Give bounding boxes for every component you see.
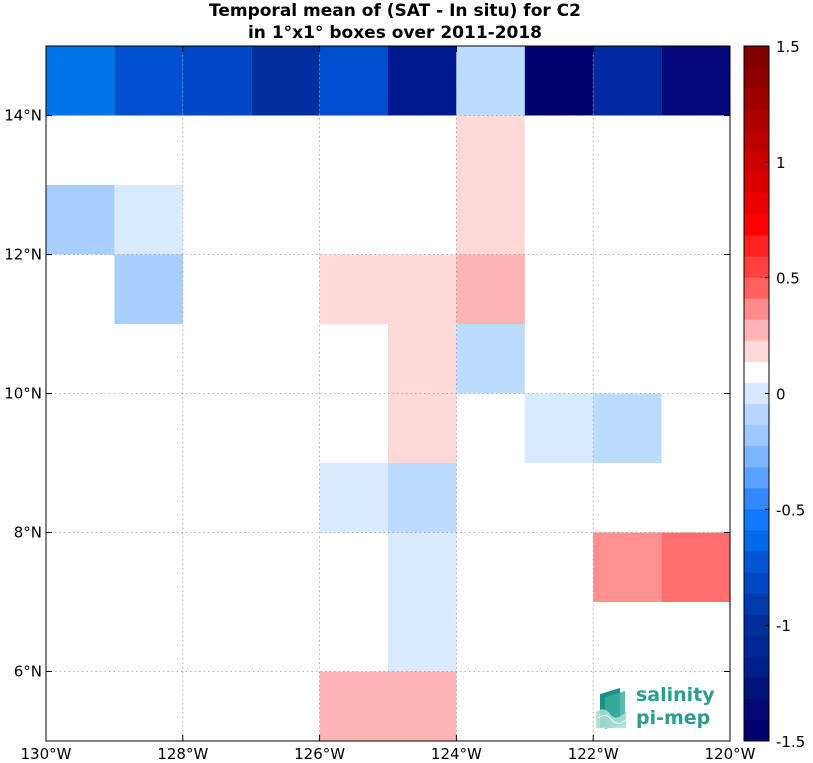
heatmap-cell <box>319 254 388 324</box>
x-tick-label: 124°W <box>431 745 482 763</box>
colorbar-segment <box>744 530 769 552</box>
y-tick-label: 10°N <box>4 385 42 403</box>
colorbar-tick-label: 0 <box>776 386 786 404</box>
colorbar-tick-label: 1 <box>776 154 786 172</box>
heatmap-cell <box>388 602 457 672</box>
x-tick-label: 126°W <box>294 745 345 763</box>
heatmap-cell <box>456 254 525 324</box>
colorbar-segment <box>744 130 769 152</box>
heatmap-cell <box>182 46 252 116</box>
salinity-pi-mep-logo: salinity pi-mep <box>596 684 715 729</box>
heatmap-cell <box>456 185 525 255</box>
heatmap-cell <box>251 46 320 116</box>
colorbar-segment <box>744 319 769 342</box>
y-tick-label: 12°N <box>4 246 42 264</box>
heatmap-cell <box>388 393 457 463</box>
heatmap-cell <box>456 46 525 116</box>
colorbar-segment <box>744 298 769 321</box>
colorbar-segment <box>744 488 769 510</box>
x-tick-label: 120°W <box>705 745 756 763</box>
logo-text-pimep: pi-mep <box>636 707 710 729</box>
heatmap-cell <box>46 46 115 116</box>
heatmap-cell <box>661 532 730 602</box>
heatmap-cell <box>319 671 388 741</box>
colorbar-tick-label: -1 <box>776 617 791 635</box>
heatmap-cell <box>114 254 183 324</box>
heatmap-cell <box>593 393 662 463</box>
colorbar-tick-label: -1.5 <box>776 733 805 751</box>
chart-title: Temporal mean of (SAT - In situ) for C2 … <box>0 0 790 44</box>
colorbar-segment <box>744 572 769 595</box>
colorbar-segment <box>744 698 769 721</box>
heatmap-cell <box>524 393 594 463</box>
colorbar-segment <box>744 109 769 131</box>
heatmap-cell <box>661 46 730 116</box>
heatmap-cells <box>46 46 730 741</box>
colorbar-segment <box>744 509 769 531</box>
colorbar-segment <box>744 361 769 384</box>
heatmap-cell <box>524 46 594 116</box>
colorbar-segment <box>744 277 769 300</box>
heatmap-cell <box>46 185 115 255</box>
y-axis: 6°N 8°N 10°N 12°N 14°N <box>4 107 730 681</box>
colorbar-segment <box>744 551 769 574</box>
colorbar-tick-label: 1.5 <box>776 38 800 56</box>
colorbar-tick-label: 0.5 <box>776 270 800 288</box>
heatmap-cell <box>593 46 662 116</box>
heatmap-cell <box>388 254 457 324</box>
chart-title-line1: Temporal mean of (SAT - In situ) for C2 <box>209 1 581 21</box>
heatmap-cell <box>319 46 388 116</box>
y-tick-label: 6°N <box>14 663 42 681</box>
colorbar-segment <box>744 172 769 194</box>
colorbar-segment <box>744 67 769 89</box>
x-axis: 130°W 128°W 126°W 124°W 122°W 120°W <box>21 46 756 763</box>
x-tick-label: 122°W <box>568 745 619 763</box>
colorbar-segment <box>744 635 769 658</box>
heatmap-cell <box>593 532 662 602</box>
colorbar <box>743 45 770 742</box>
y-tick-label: 14°N <box>4 107 42 125</box>
heatmap-cell <box>388 46 457 116</box>
x-tick-label: 130°W <box>21 745 72 763</box>
heatmap-cell <box>114 46 183 116</box>
colorbar-segment <box>744 382 769 405</box>
heatmap-cell <box>114 185 183 255</box>
colorbar-segment <box>744 404 769 426</box>
logo-text-salinity: salinity <box>636 684 715 706</box>
heatmap-cell <box>456 115 525 185</box>
colorbar-segment <box>744 677 769 700</box>
colorbar-ticks: 1.5 1 0.5 0 -0.5 -1 -1.5 <box>765 38 805 751</box>
logo-icon <box>596 688 629 729</box>
colorbar-tick-label: -0.5 <box>776 501 805 519</box>
colorbar-segment <box>744 214 769 237</box>
y-tick-label: 8°N <box>14 524 42 542</box>
colorbar-segment <box>744 235 769 258</box>
colorbar-segment <box>744 151 769 173</box>
colorbar-segment <box>744 46 769 68</box>
colorbar-segment <box>744 88 769 110</box>
heatmap-cell <box>319 463 388 533</box>
heatmap-cell <box>388 532 457 602</box>
colorbar-segment <box>744 719 769 742</box>
colorbar-segment <box>744 593 769 616</box>
colorbar-segment <box>744 656 769 679</box>
heatmap-cell <box>456 324 525 394</box>
colorbar-segment <box>744 467 769 489</box>
heatmap-cell <box>388 324 457 394</box>
colorbar-segment <box>744 614 769 637</box>
colorbar-segment <box>744 193 769 215</box>
colorbar-segment <box>744 425 769 447</box>
heatmap-cell <box>388 671 457 741</box>
colorbar-segment <box>744 340 769 363</box>
colorbar-segment <box>744 446 769 468</box>
colorbar-segment <box>744 256 769 279</box>
chart-title-line2: in 1°x1° boxes over 2011-2018 <box>247 23 543 43</box>
x-tick-label: 128°W <box>157 745 208 763</box>
heatmap-cell <box>388 463 457 533</box>
